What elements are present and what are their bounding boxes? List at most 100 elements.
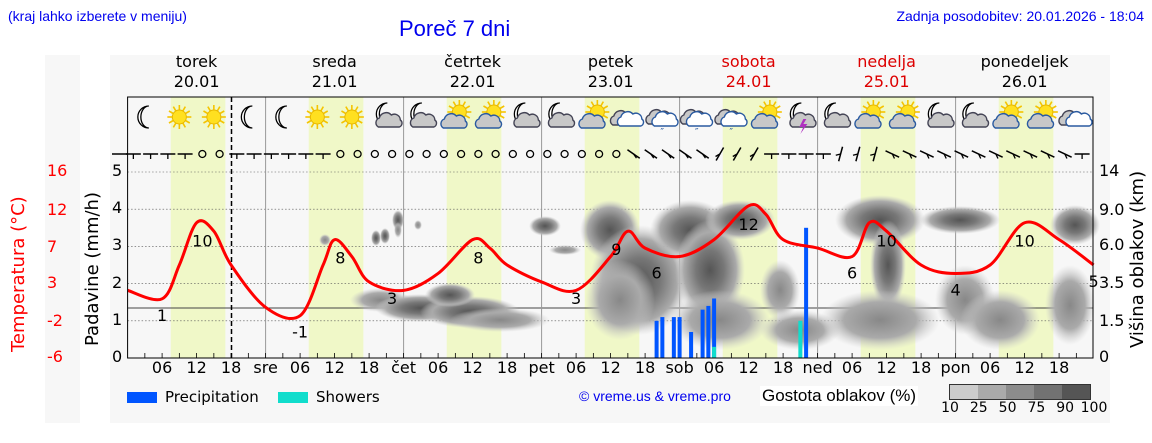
svg-text:3: 3 — [387, 289, 397, 308]
day-date: 24.01 — [725, 72, 772, 91]
day-name: petek — [587, 52, 634, 71]
sun-cloud-icon — [992, 100, 1024, 129]
wind-barb-icon — [246, 153, 262, 159]
precip-tick: 0 — [112, 347, 123, 366]
x-tick: 18 — [220, 358, 242, 377]
showers-swatch — [278, 392, 308, 403]
wind-barb-icon — [1074, 153, 1090, 159]
wind-barb-icon — [229, 153, 245, 159]
cloud-density-colorbar — [949, 384, 1091, 400]
wind-barb-icon — [661, 149, 675, 159]
height-tick: 1.5 — [1099, 311, 1125, 330]
wind-barb-icon — [298, 153, 314, 159]
svg-text:9: 9 — [611, 240, 621, 259]
temp-tick: 12 — [47, 200, 68, 219]
x-tick: 18 — [496, 358, 518, 377]
colorbar-segment — [1006, 385, 1034, 399]
svg-text:-1: -1 — [292, 323, 308, 342]
wind-barb-icon — [781, 153, 797, 159]
x-tick: 12 — [186, 358, 207, 377]
cloud-density-field — [319, 195, 1100, 350]
colorbar-segment — [950, 385, 978, 399]
sun-cloud-icon — [888, 100, 920, 129]
credit-link[interactable]: © vreme.us & vreme.pro — [579, 388, 731, 404]
moon-cloud-icon — [961, 102, 990, 128]
height-tick: 0 — [1099, 347, 1110, 366]
moon-cloud-icon — [927, 102, 955, 128]
svg-text:10: 10 — [1014, 232, 1034, 251]
day-name: ponedeljek — [980, 52, 1069, 71]
day-name: sobota — [721, 52, 776, 71]
wind-barb-icon — [732, 147, 742, 161]
moon-icon — [275, 105, 287, 129]
x-tick: sre — [253, 358, 278, 377]
temp-tick: -2 — [47, 311, 63, 330]
x-tick: 06 — [427, 358, 449, 377]
day-date: 22.01 — [449, 72, 496, 91]
svg-text:6: 6 — [652, 264, 662, 283]
day-header: četrtek 22.01 — [413, 52, 533, 92]
rain-cloud-icon: ″ — [645, 109, 679, 138]
x-tick: 12 — [1014, 358, 1035, 377]
showers-label: Showers — [316, 388, 380, 406]
legend-precipitation: Precipitation — [127, 388, 259, 406]
colorbar-tick: 10 — [941, 400, 959, 416]
day-name: nedelja — [857, 52, 916, 71]
x-tick: 06 — [979, 358, 1001, 377]
svg-text:10: 10 — [876, 232, 896, 251]
wind-barb-icon — [644, 149, 658, 159]
temp-tick: 7 — [47, 237, 58, 256]
rain-cloud-icon: ″ — [679, 109, 714, 138]
wind-barb-icon — [715, 147, 725, 161]
wind-barb-icon — [971, 150, 986, 159]
svg-text:3: 3 — [571, 289, 581, 308]
precip-tick: 4 — [112, 198, 123, 218]
last-update: Zadnja posodobitev: 20.01.2026 - 18:04 — [896, 8, 1144, 24]
wind-barb-icon — [1023, 150, 1038, 159]
svg-text:1: 1 — [157, 306, 167, 325]
day-header: nedelja 25.01 — [827, 52, 947, 92]
x-tick: ned — [802, 358, 833, 377]
temperature-labels: 1 10 -1 8 3 8 3 9 6 12 6 10 4 10 5 — [157, 215, 1099, 342]
wind-barb-icon — [954, 150, 969, 159]
precip-tick: 5 — [112, 161, 123, 180]
x-tick: 18 — [1048, 358, 1070, 377]
x-tick: 18 — [772, 358, 794, 377]
x-tick: pon — [940, 358, 971, 377]
svg-text:″: ″ — [695, 127, 699, 138]
svg-text:6: 6 — [847, 264, 857, 283]
x-tick: 18 — [910, 358, 932, 377]
day-name: četrtek — [444, 52, 502, 71]
wind-barb-icon — [177, 153, 193, 159]
svg-text:12: 12 — [738, 215, 758, 234]
moon-cloud-icon — [823, 102, 852, 128]
x-tick: pet — [528, 358, 555, 377]
x-tick: 06 — [841, 358, 863, 377]
x-tick: 12 — [600, 358, 621, 377]
sun-cloud-icon — [474, 100, 506, 129]
sun-icon — [167, 105, 192, 129]
day-date: 23.01 — [587, 72, 634, 91]
day-name: torek — [175, 52, 218, 71]
wind-barb-icon — [764, 153, 780, 159]
day-header: sreda 21.01 — [275, 52, 395, 92]
height-tick: 9.0 — [1099, 200, 1125, 219]
colorbar-segment — [1062, 385, 1090, 399]
sun-cloud-icon — [854, 100, 886, 129]
colorbar-tick: 25 — [969, 400, 988, 416]
wind-barb-icon — [798, 153, 814, 159]
wind-barb-icon — [627, 149, 641, 159]
temp-axis-panel — [45, 55, 80, 423]
moon-cloud-icon — [513, 102, 541, 128]
day-header: torek 20.01 — [137, 52, 257, 92]
wind-barb-icon — [1057, 150, 1072, 159]
wind-barb-icon — [678, 149, 692, 159]
wind-barb-icon — [870, 146, 878, 162]
wind-barbs-row — [112, 146, 1090, 162]
x-tick: 06 — [289, 358, 311, 377]
wind-barb-icon — [835, 146, 844, 162]
colorbar-tick: 50 — [998, 400, 1017, 416]
cloud-icon — [1058, 110, 1093, 127]
svg-text:″: ″ — [729, 127, 733, 138]
sun-cloud-icon — [578, 100, 610, 129]
